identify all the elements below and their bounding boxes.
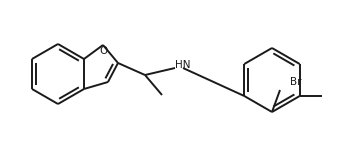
Text: Br: Br bbox=[290, 77, 302, 87]
Text: O: O bbox=[99, 46, 107, 56]
Text: HN: HN bbox=[175, 60, 191, 70]
